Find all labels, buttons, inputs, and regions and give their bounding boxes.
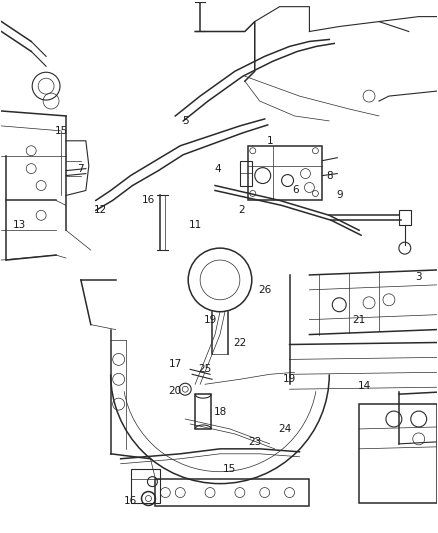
Bar bbox=[399, 211, 411, 225]
Text: 19: 19 bbox=[283, 374, 296, 384]
Text: 24: 24 bbox=[278, 424, 291, 434]
Text: 21: 21 bbox=[353, 314, 366, 325]
Text: 6: 6 bbox=[292, 185, 299, 196]
Text: 23: 23 bbox=[248, 437, 261, 447]
Text: 11: 11 bbox=[188, 220, 202, 230]
Bar bbox=[240, 160, 252, 185]
Text: 3: 3 bbox=[415, 272, 422, 282]
Text: 20: 20 bbox=[169, 386, 182, 396]
Text: 18: 18 bbox=[213, 407, 226, 417]
Text: 8: 8 bbox=[326, 171, 332, 181]
Text: 15: 15 bbox=[223, 464, 237, 474]
Text: 7: 7 bbox=[78, 164, 84, 174]
Text: 22: 22 bbox=[233, 337, 247, 348]
Bar bbox=[248, 146, 322, 200]
Text: 17: 17 bbox=[169, 359, 182, 369]
Text: 15: 15 bbox=[54, 126, 67, 136]
Text: 5: 5 bbox=[182, 116, 188, 126]
Text: 25: 25 bbox=[198, 365, 212, 374]
Text: 26: 26 bbox=[258, 285, 271, 295]
Text: 9: 9 bbox=[336, 190, 343, 200]
Text: 4: 4 bbox=[215, 164, 221, 174]
Bar bbox=[359, 404, 437, 504]
Text: 16: 16 bbox=[142, 196, 155, 205]
Text: 19: 19 bbox=[203, 314, 217, 325]
Text: 12: 12 bbox=[94, 205, 107, 215]
Text: 13: 13 bbox=[13, 220, 26, 230]
Text: 16: 16 bbox=[124, 496, 137, 505]
Text: 1: 1 bbox=[266, 136, 273, 146]
Bar bbox=[131, 469, 160, 504]
Text: 14: 14 bbox=[357, 381, 371, 391]
Bar bbox=[155, 479, 309, 506]
Bar bbox=[195, 394, 211, 429]
Text: 2: 2 bbox=[239, 205, 245, 215]
